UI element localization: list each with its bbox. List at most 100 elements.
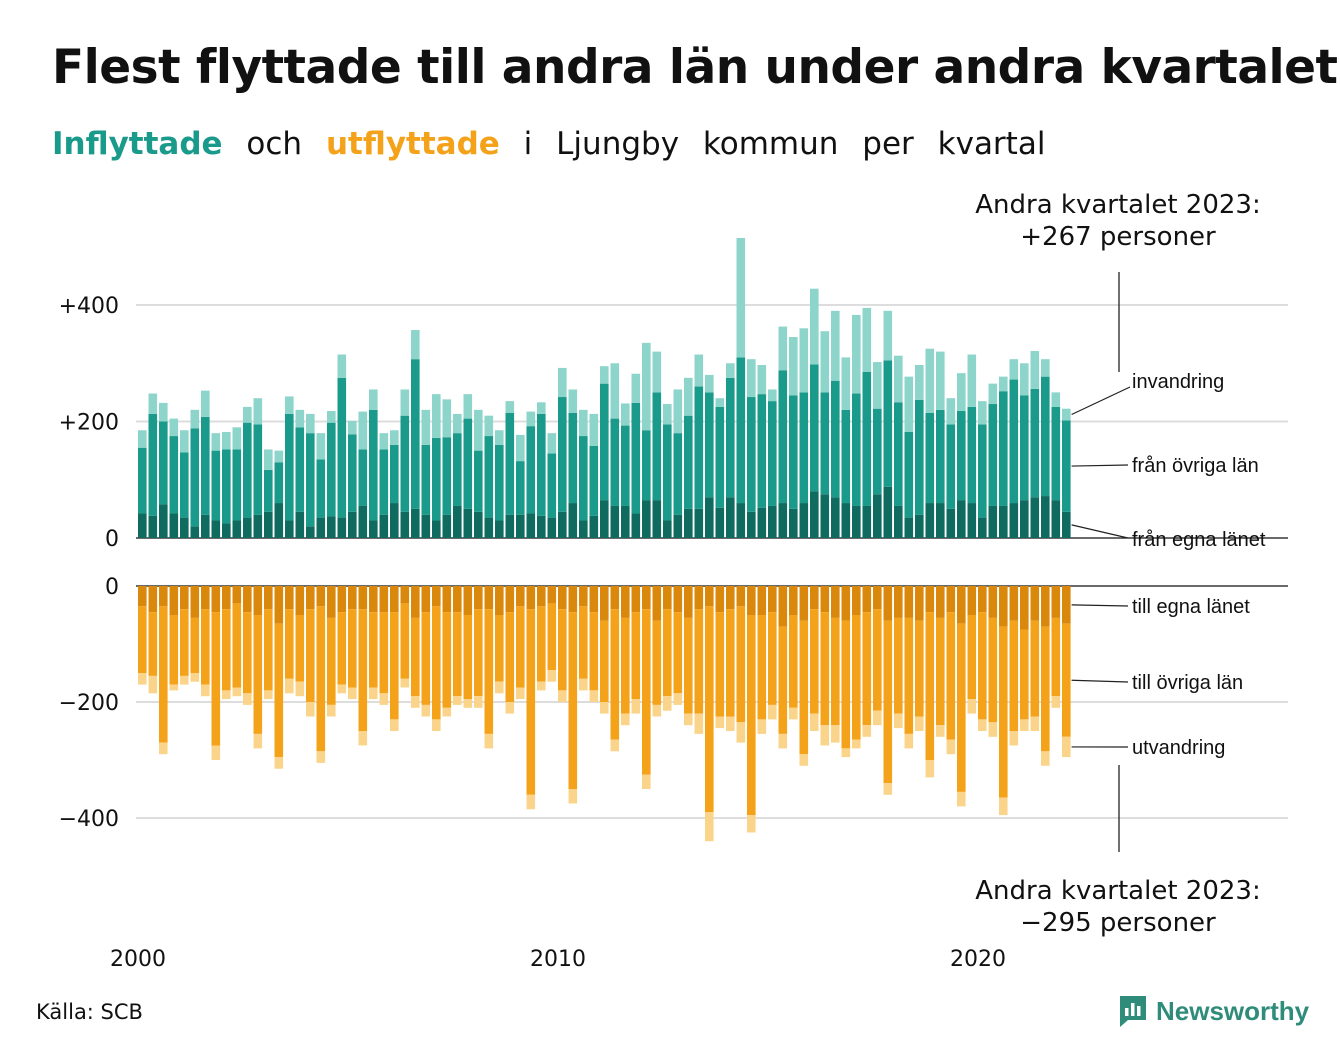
inflow-own-county-bar <box>159 504 168 538</box>
outflow-own-county-bar <box>946 586 956 613</box>
outflow-emigration-bar <box>873 710 882 726</box>
outflow-other-counties-bar <box>799 620 809 755</box>
inflow-own-county-bar <box>862 505 872 538</box>
outflow-other-counties-bar <box>232 603 242 688</box>
inflow-other-counties-bar <box>190 428 200 527</box>
outflow-other-counties-bar <box>999 626 1008 798</box>
inflow-immigration-bar <box>274 450 284 463</box>
outflow-emigration-bar <box>747 815 756 833</box>
inflow-own-county-bar <box>600 500 609 538</box>
outflow-emigration-bar <box>421 704 431 717</box>
outflow-other-counties-bar <box>568 612 578 789</box>
outflow-other-counties-bar <box>820 612 830 726</box>
outflow-emigration-bar <box>957 791 966 807</box>
outflow-emigration-bar <box>222 690 231 700</box>
inflow-other-counties-bar <box>348 434 357 512</box>
inflow-other-counties-bar <box>201 416 210 515</box>
inflow-immigration-bar <box>862 307 872 372</box>
outflow-other-counties-bar <box>946 612 956 740</box>
label-connector <box>1071 679 1129 683</box>
outflow-other-counties-bar <box>253 615 263 734</box>
inflow-other-counties-bar <box>148 413 158 516</box>
outflow-own-county-bar <box>558 586 567 610</box>
inflow-immigration-bar <box>264 449 273 470</box>
inflow-own-county-bar <box>526 513 536 538</box>
outflow-other-counties-bar <box>201 609 210 685</box>
inflow-other-counties-bar <box>957 411 966 501</box>
inflow-other-counties-bar <box>180 452 189 518</box>
inflow-own-county-bar <box>138 513 147 538</box>
inflow-own-county-bar <box>547 517 557 538</box>
outflow-own-county-bar <box>201 586 210 610</box>
inflow-other-counties-bar <box>673 433 683 515</box>
outflow-other-counties-bar <box>432 606 441 720</box>
inflow-other-counties-bar <box>285 413 294 521</box>
outflow-other-counties-bar <box>463 615 473 700</box>
outflow-emigration-bar <box>715 716 725 729</box>
outflow-emigration-bar <box>369 687 378 700</box>
outflow-other-counties-bar <box>516 606 525 688</box>
outflow-own-county-bar <box>894 586 903 618</box>
outflow-other-counties-bar <box>988 617 998 723</box>
inflow-y-tick-label: 0 <box>105 527 119 552</box>
inflow-own-county-bar <box>841 503 851 538</box>
inflow-other-counties-bar <box>663 424 672 521</box>
inflow-own-county-bar <box>390 503 399 538</box>
inflow-immigration-bar <box>505 401 515 413</box>
outflow-own-county-bar <box>463 586 473 615</box>
inflow-other-counties-bar <box>820 392 830 495</box>
inflow-immigration-bar <box>799 328 809 393</box>
outflow-emigration-bar <box>400 678 410 688</box>
outflow-emigration-bar <box>306 702 315 717</box>
outflow-emigration-bar <box>495 681 504 694</box>
outflow-own-county-bar <box>358 586 368 610</box>
inflow-immigration-bar <box>285 396 294 414</box>
outflow-emigration-bar <box>600 702 609 714</box>
inflow-own-county-bar <box>820 494 830 538</box>
inflow-own-county-bar <box>337 517 347 538</box>
outflow-own-county-bar <box>337 586 347 613</box>
inflow-immigration-bar <box>1020 363 1029 396</box>
inflow-own-county-bar <box>295 511 305 538</box>
inflow-immigration-bar <box>495 430 504 445</box>
outflow-emigration-bar <box>390 719 399 731</box>
inflow-own-county-bar <box>495 520 504 538</box>
inflow-own-county-bar <box>400 511 410 538</box>
outflow-own-county-bar <box>421 586 431 613</box>
inflow-other-counties-bar <box>411 359 420 509</box>
outflow-emigration-bar <box>967 699 977 714</box>
inflow-own-county-bar <box>705 497 714 538</box>
inflow-own-county-bar <box>369 520 378 538</box>
inflow-immigration-bar <box>705 374 714 393</box>
outflow-emigration-bar <box>474 696 483 708</box>
inflow-immigration-bar <box>673 389 683 434</box>
outflow-own-county-bar <box>453 586 462 613</box>
outflow-emigration-bar <box>138 673 147 685</box>
outflow-emigration-bar <box>547 670 557 682</box>
outflow-own-county-bar <box>684 586 693 618</box>
outflow-own-county-bar <box>211 586 221 613</box>
inflow-series-label: från övriga län <box>1132 455 1259 477</box>
outflow-emigration-bar <box>705 812 714 842</box>
outflow-own-county-bar <box>411 586 420 618</box>
inflow-other-counties-bar <box>337 377 347 518</box>
inflow-immigration-bar <box>684 377 693 416</box>
inflow-immigration-bar <box>778 326 788 371</box>
outflow-other-counties-bar <box>474 609 483 697</box>
outflow-emigration-bar <box>631 699 641 714</box>
outflow-other-counties-bar <box>579 606 588 679</box>
inflow-other-counties-bar <box>778 370 788 504</box>
inflow-other-counties-bar <box>306 433 315 527</box>
outflow-own-county-bar <box>222 586 231 610</box>
outflow-own-county-bar <box>526 586 536 610</box>
inflow-y-tick-label: +400 <box>59 294 119 319</box>
inflow-immigration-bar <box>820 331 830 393</box>
inflow-immigration-bar <box>600 366 609 384</box>
inflow-other-counties-bar <box>621 425 630 506</box>
inflow-own-county-bar <box>946 508 956 538</box>
inflow-own-county-bar <box>684 508 693 538</box>
inflow-other-counties-bar <box>537 413 546 516</box>
inflow-immigration-bar <box>148 393 158 414</box>
outflow-emigration-bar <box>810 713 819 731</box>
outflow-other-counties-bar <box>453 612 462 697</box>
